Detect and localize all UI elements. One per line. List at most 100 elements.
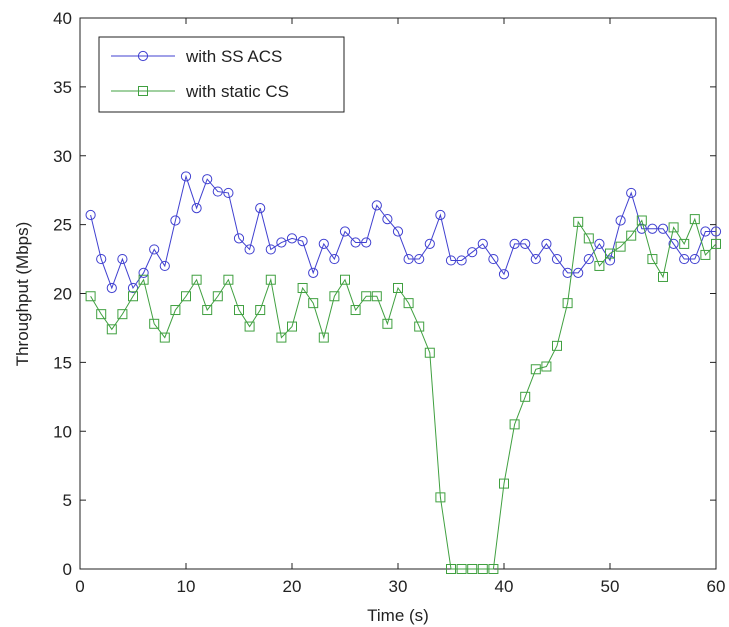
- y-tick-label: 15: [53, 353, 72, 372]
- data-point: [509, 238, 520, 250]
- data-point: [424, 347, 435, 358]
- data-point: [414, 253, 425, 265]
- data-point: [583, 233, 594, 244]
- data-point: [159, 332, 170, 343]
- data-point: [679, 238, 690, 249]
- x-tick-label: 40: [495, 577, 514, 596]
- data-point: [605, 248, 615, 259]
- data-point: [562, 298, 573, 309]
- data-point: [435, 209, 446, 221]
- data-point: [647, 254, 658, 265]
- data-point: [159, 260, 170, 272]
- data-point: [392, 226, 404, 237]
- data-point: [573, 267, 584, 278]
- data-point: [96, 253, 107, 265]
- x-tick-label: 0: [75, 577, 84, 596]
- data-point: [202, 305, 213, 316]
- data-point: [509, 419, 520, 430]
- data-point: [615, 215, 626, 226]
- data-point: [477, 564, 488, 574]
- data-point: [212, 291, 223, 302]
- data-point: [477, 238, 488, 250]
- data-point: [530, 364, 541, 375]
- y-tick-label: 20: [53, 285, 72, 304]
- data-point: [106, 282, 117, 294]
- y-tick-label: 5: [63, 491, 72, 510]
- data-point: [361, 237, 372, 248]
- y-tick-label: 10: [53, 422, 72, 441]
- data-point: [96, 309, 107, 320]
- data-point: [530, 253, 541, 265]
- legend-entry: with SS ACS: [111, 47, 282, 66]
- data-point: [710, 226, 722, 237]
- data-point: [191, 274, 202, 285]
- legend-label: with SS ACS: [185, 47, 282, 66]
- data-point: [552, 340, 562, 351]
- series-line: [90, 174, 716, 290]
- y-tick-label: 0: [63, 560, 72, 579]
- data-point: [223, 187, 234, 199]
- data-point: [573, 216, 584, 227]
- data-point: [170, 215, 181, 226]
- data-point: [520, 391, 531, 402]
- data-point: [393, 282, 403, 293]
- data-point: [382, 318, 393, 329]
- data-point: [297, 282, 308, 293]
- data-point: [689, 253, 700, 265]
- data-point: [339, 226, 351, 237]
- data-point: [234, 305, 244, 316]
- data-point: [445, 255, 457, 266]
- data-point: [180, 171, 192, 182]
- data-point: [350, 237, 361, 248]
- data-point: [85, 291, 96, 302]
- data-point: [446, 564, 456, 574]
- data-point: [636, 215, 647, 226]
- series-line: [90, 217, 717, 570]
- data-point: [265, 244, 276, 255]
- x-tick-label: 10: [177, 577, 196, 596]
- x-axis-title: Time (s): [367, 606, 429, 625]
- data-point: [689, 214, 700, 225]
- data-point: [668, 222, 679, 233]
- data-point: [149, 244, 160, 255]
- data-point: [456, 255, 467, 266]
- data-point: [467, 247, 478, 258]
- data-point: [583, 253, 594, 265]
- data-point: [276, 332, 287, 343]
- data-point: [615, 241, 626, 252]
- data-point: [85, 209, 96, 221]
- data-point: [456, 564, 467, 574]
- data-point: [604, 255, 616, 266]
- data-point: [403, 253, 414, 265]
- data-point: [276, 237, 287, 248]
- x-tick-label: 20: [283, 577, 302, 596]
- data-point: [138, 274, 149, 285]
- data-point: [679, 253, 690, 265]
- data-point: [520, 238, 531, 250]
- legend-entry: with static CS: [111, 82, 289, 101]
- data-point: [647, 223, 658, 234]
- data-point: [318, 238, 329, 250]
- data-point: [181, 291, 191, 302]
- data-point: [244, 321, 255, 332]
- data-point: [467, 564, 478, 574]
- x-tick-label: 30: [389, 577, 408, 596]
- data-point: [562, 267, 573, 278]
- data-point: [255, 305, 266, 316]
- data-point: [414, 321, 425, 332]
- series-static-cs: [85, 214, 721, 574]
- data-point: [265, 274, 276, 285]
- data-point: [700, 226, 711, 237]
- data-point: [594, 260, 605, 271]
- data-point: [711, 238, 721, 249]
- data-point: [223, 274, 234, 285]
- x-tick-label: 50: [601, 577, 620, 596]
- data-point: [403, 298, 414, 309]
- axis-ticks: 0 10 20 30 40 50 60 0 5 10 15 20 25 30 35 40: [53, 9, 725, 596]
- data-point: [371, 200, 382, 211]
- data-point: [424, 238, 435, 250]
- data-point: [286, 233, 298, 244]
- data-point: [488, 564, 499, 574]
- data-point: [127, 282, 139, 294]
- data-point: [340, 274, 350, 285]
